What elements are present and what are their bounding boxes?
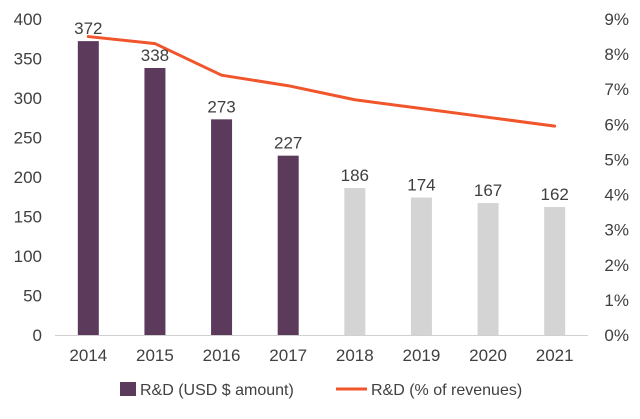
data-label-2020: 167: [474, 181, 502, 200]
bar-2018: [344, 188, 366, 335]
y2-tick-1: 1%: [604, 291, 629, 310]
y2-tick-0: 0%: [604, 326, 629, 345]
data-label-2014: 372: [74, 19, 102, 38]
y-tick-400: 400: [14, 10, 42, 29]
data-label-2016: 273: [207, 97, 235, 116]
y2-tick-8: 8%: [604, 45, 629, 64]
y-tick-300: 300: [14, 89, 42, 108]
x-tick-2014: 2014: [69, 346, 107, 365]
data-labels: 372 338 273 227 186 174 167 162: [74, 19, 569, 204]
legend: R&D (USD $ amount) R&D (% of revenues): [120, 382, 522, 399]
bar-2019: [410, 197, 432, 335]
x-tick-2017: 2017: [269, 346, 307, 365]
data-label-2019: 174: [407, 176, 435, 195]
bar-2014: [77, 41, 99, 336]
bar-2017: [277, 155, 299, 335]
data-label-2017: 227: [274, 134, 302, 153]
y-tick-250: 250: [14, 129, 42, 148]
bar-series: [77, 41, 566, 336]
data-label-2018: 186: [341, 166, 369, 185]
data-label-2015: 338: [141, 46, 169, 65]
y-tick-150: 150: [14, 208, 42, 227]
x-tick-2020: 2020: [469, 346, 507, 365]
legend-label-line: R&D (% of revenues): [371, 382, 522, 399]
y-tick-350: 350: [14, 50, 42, 69]
data-label-2021: 162: [541, 185, 569, 204]
y-tick-200: 200: [14, 168, 42, 187]
left-y-axis: 0 50 100 150 200 250 300 350 400: [14, 10, 42, 345]
y2-tick-4: 4%: [604, 186, 629, 205]
x-tick-2018: 2018: [336, 346, 374, 365]
y-tick-50: 50: [23, 287, 42, 306]
line-series: [86, 35, 557, 128]
y2-tick-2: 2%: [604, 256, 629, 275]
y2-tick-3: 3%: [604, 221, 629, 240]
bar-2020: [477, 203, 499, 335]
right-y-axis: 0% 1% 2% 3% 4% 5% 6% 7% 8% 9%: [604, 10, 629, 345]
bar-2016: [211, 119, 233, 335]
x-tick-2019: 2019: [403, 346, 441, 365]
legend-swatch-bar: [120, 382, 136, 396]
y-tick-100: 100: [14, 247, 42, 266]
legend-label-bar: R&D (USD $ amount): [140, 382, 294, 399]
x-tick-2015: 2015: [136, 346, 174, 365]
bar-2015: [144, 67, 166, 335]
y2-tick-5: 5%: [604, 150, 629, 169]
x-axis: 2014 2015 2016 2017 2018 2019 2020 2021: [55, 335, 588, 365]
x-tick-2021: 2021: [536, 346, 574, 365]
y2-tick-7: 7%: [604, 80, 629, 99]
y-tick-0: 0: [33, 326, 42, 345]
bar-2021: [544, 207, 566, 335]
revenue-share-line: [86, 35, 557, 128]
y2-tick-6: 6%: [604, 115, 629, 134]
y2-tick-9: 9%: [604, 10, 629, 29]
x-tick-2016: 2016: [203, 346, 241, 365]
